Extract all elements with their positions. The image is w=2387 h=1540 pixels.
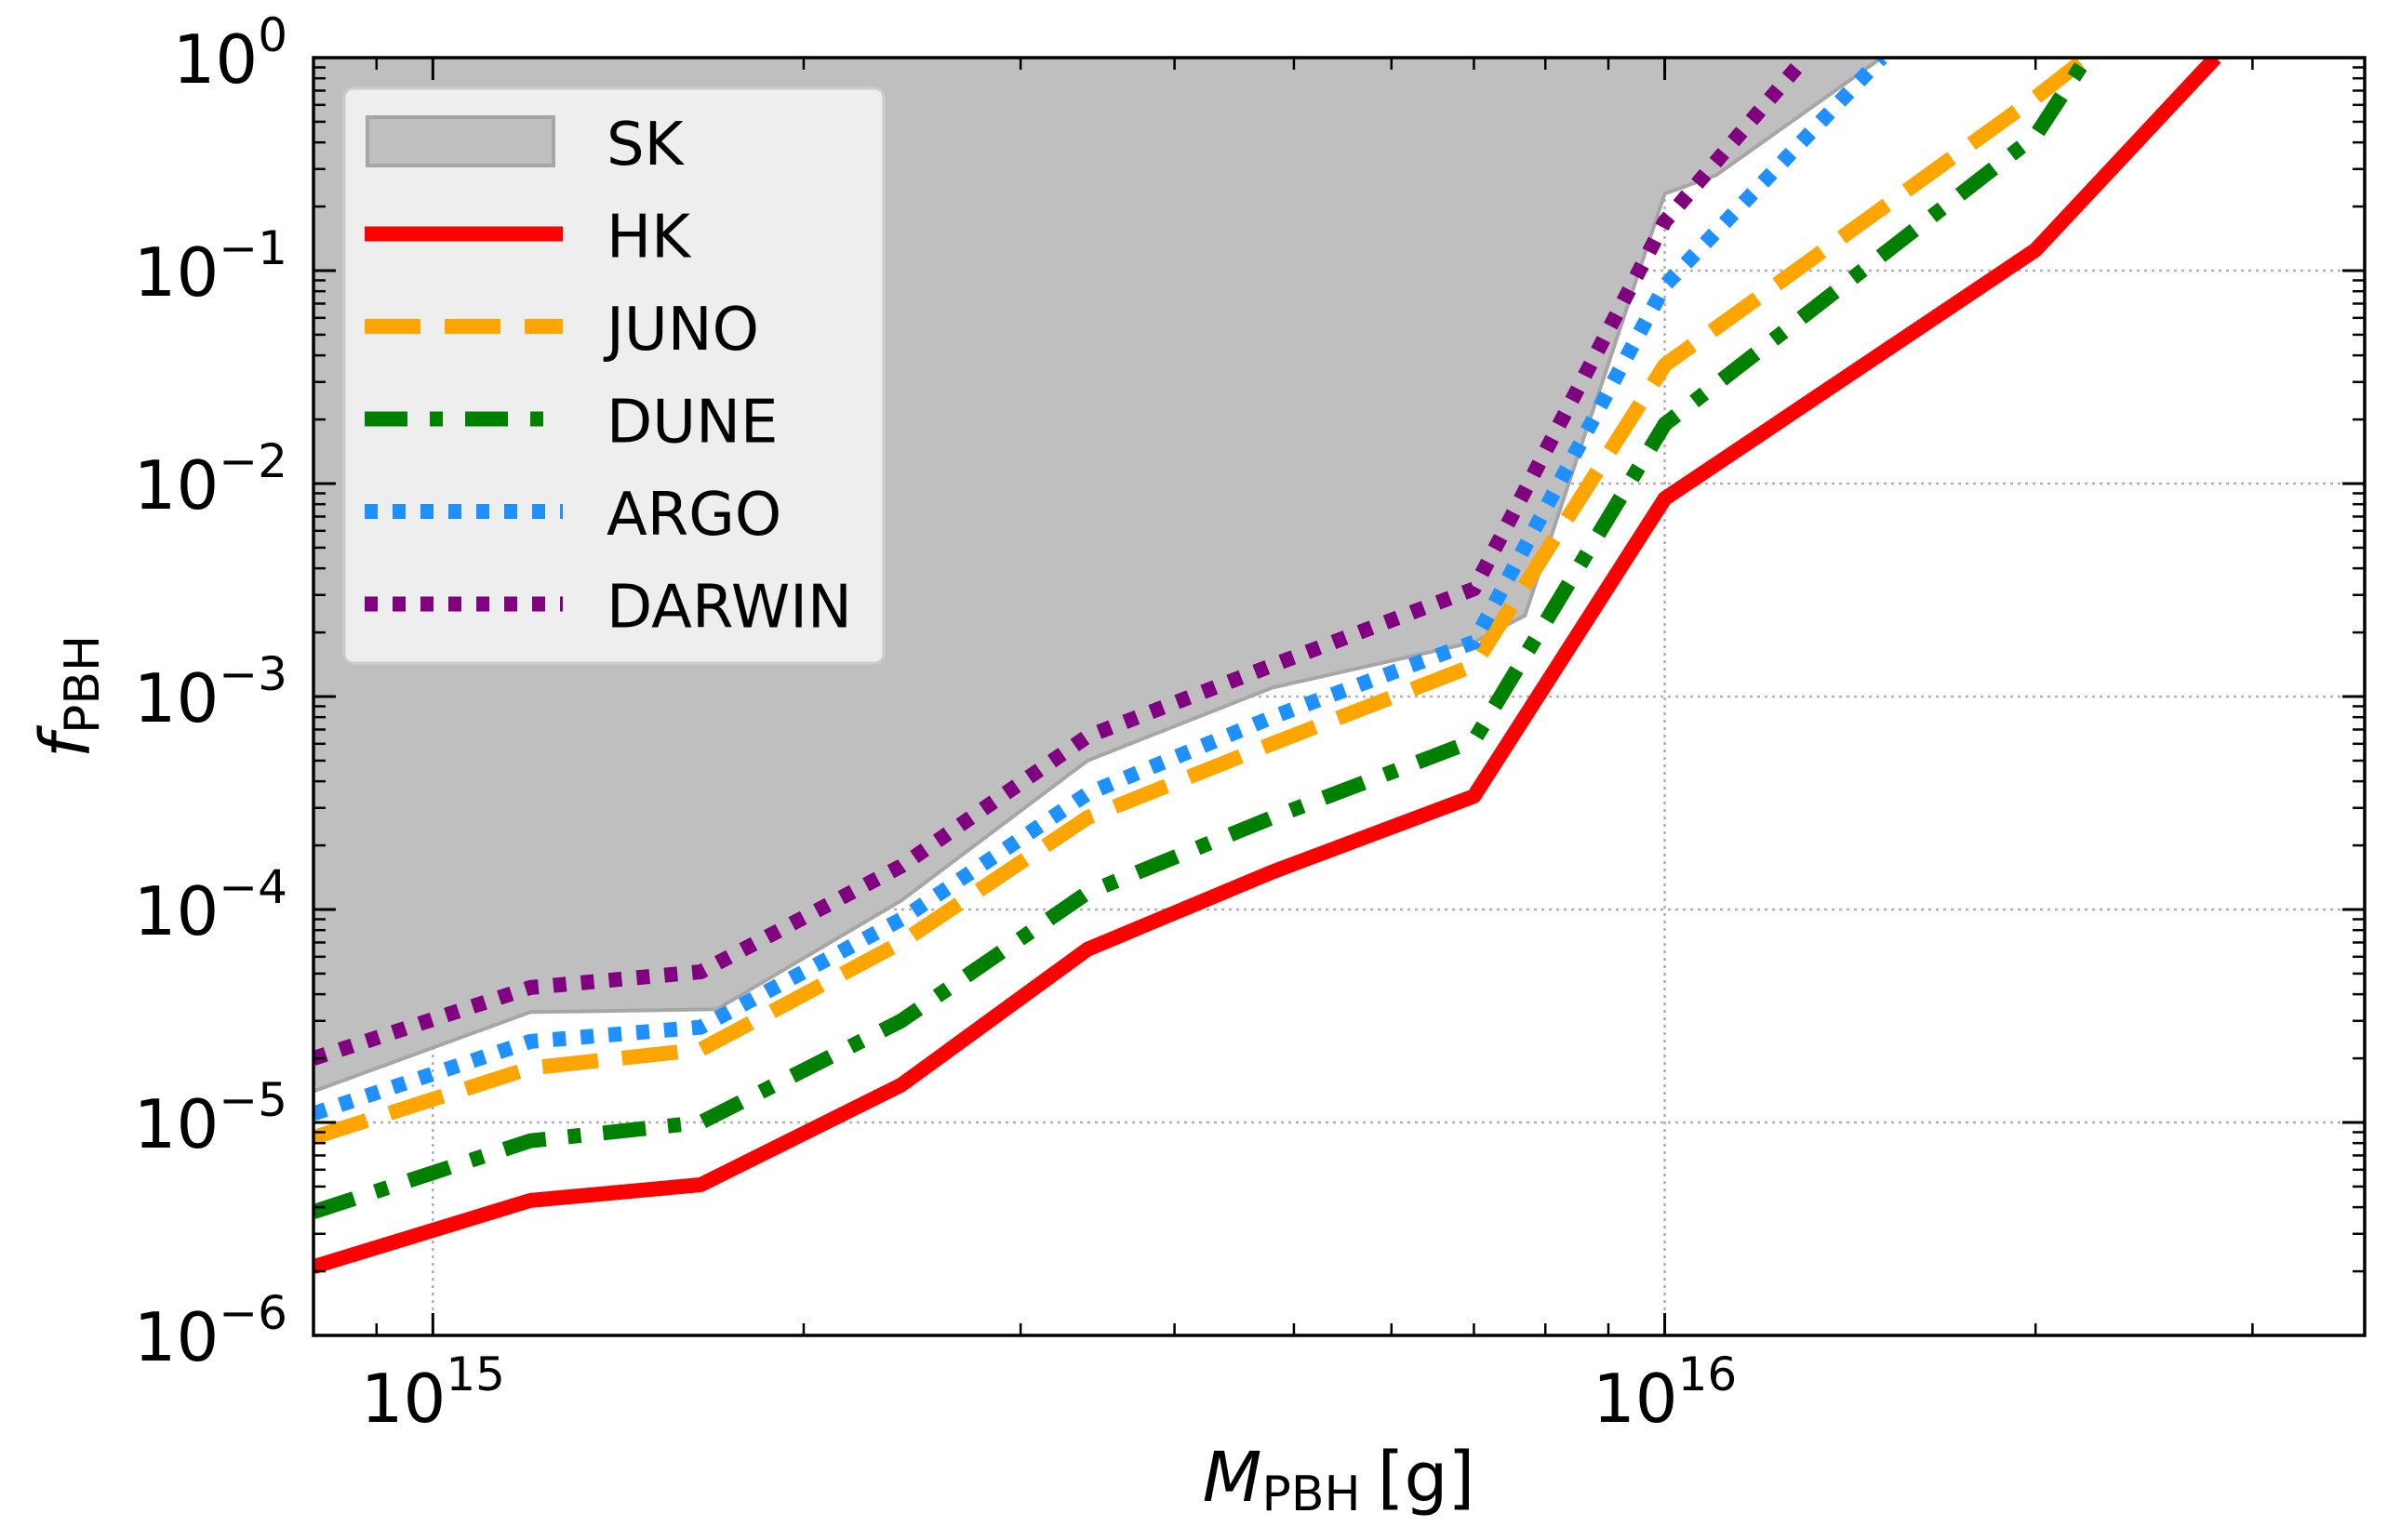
series-darwin-line	[313, 58, 1811, 1066]
legend: SK HK JUNO DUNE ARGO DARWIN	[342, 86, 886, 665]
x-tick-label-0: 1015	[361, 1348, 505, 1438]
legend-label-juno: JUNO	[603, 296, 759, 365]
series-dune-line	[313, 58, 2093, 1219]
series-sk-edge	[313, 58, 2365, 1094]
y-tick-label-4: 10−4	[134, 860, 287, 950]
y-tick-label-0: 100	[173, 8, 287, 99]
legend-label-darwin: DARWIN	[607, 574, 852, 643]
line-layer	[313, 58, 2221, 1274]
series-argo-line	[313, 58, 1887, 1122]
legend-label-hk: HK	[607, 204, 692, 272]
grid	[313, 56, 2365, 1337]
y-axis-label: fPBH	[26, 635, 111, 758]
legend-label-argo: ARGO	[607, 481, 781, 550]
ticks	[313, 56, 2365, 1337]
y-tick-label-3: 10−3	[134, 647, 287, 737]
y-tick-label-6: 10−6	[134, 1286, 287, 1376]
y-tick-label-5: 10−5	[134, 1073, 287, 1163]
series-juno-line	[313, 58, 2091, 1145]
legend-swatch-sk	[366, 115, 555, 167]
series-hk-line	[313, 58, 2221, 1274]
legend-label-sk: SK	[607, 111, 686, 179]
x-tick-label-1: 1016	[1593, 1348, 1737, 1438]
y-tick-label-1: 10−1	[134, 221, 287, 312]
x-axis-label: MPBH [g]	[1203, 1438, 1475, 1522]
y-tick-label-2: 10−2	[134, 434, 287, 524]
legend-label-dune: DUNE	[607, 389, 778, 458]
tick-labels: 1015 1016 100 10−1 10−2 10−3 10−4 10−5 10−6	[134, 8, 1738, 1438]
